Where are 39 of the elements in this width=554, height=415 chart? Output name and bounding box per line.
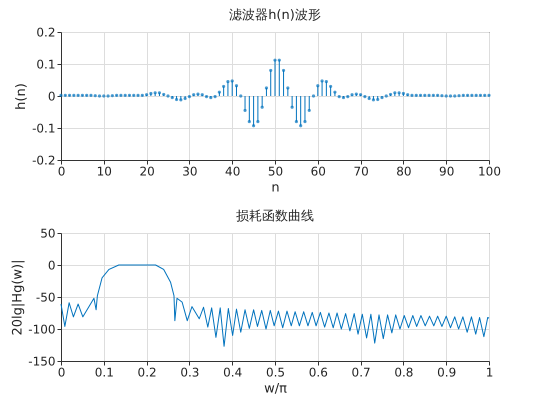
x-tick-label: 100: [478, 164, 501, 178]
y-tick-label: -150: [28, 354, 56, 368]
y-tick-label: 0: [48, 90, 56, 104]
x-tick-label: 0.1: [94, 366, 114, 380]
line-series: [60, 264, 490, 347]
x-tick-label: 0.3: [180, 366, 200, 380]
x-tick-label: 20: [139, 164, 155, 178]
x-tick-label: 40: [225, 164, 240, 178]
x-tick-label: 0.7: [352, 366, 371, 380]
y-tick-label: -0.2: [32, 154, 56, 168]
chart-title: 滤波器h(n)波形: [229, 8, 321, 23]
x-tick-label: 0: [58, 164, 66, 178]
x-tick-label: 10: [96, 164, 112, 178]
x-tick-label: 0.9: [437, 366, 456, 380]
y-tick-label: 0.1: [36, 58, 56, 72]
x-tick-label: 50: [268, 164, 284, 178]
y-tick-label: -50: [36, 290, 56, 304]
x-tick-label: 60: [310, 164, 326, 178]
x-axis-title: n: [271, 180, 280, 196]
x-tick-label: 0.4: [223, 366, 242, 380]
x-tick-label: 0.5: [266, 366, 286, 380]
x-axis-title: w/π: [264, 382, 288, 396]
x-tick-label: 0: [58, 366, 66, 380]
y-tick-label: 50: [40, 226, 56, 240]
y-tick-label: 0.2: [36, 26, 56, 40]
x-tick-label: 1: [486, 366, 494, 380]
x-tick-label: 0.6: [308, 366, 328, 380]
y-tick-label: -0.1: [32, 122, 56, 136]
x-tick-label: 80: [396, 164, 412, 178]
y-tick-label: -100: [28, 322, 56, 336]
chart-title: 损耗函数曲线: [236, 209, 314, 224]
y-axis-title: 20lg|Hg(w)|: [10, 260, 26, 336]
y-tick-label: 0: [48, 258, 56, 272]
x-tick-label: 90: [439, 164, 454, 178]
x-tick-label: 30: [182, 164, 198, 178]
y-axis-title: h(n): [14, 83, 30, 110]
x-tick-label: 0.2: [138, 366, 157, 380]
x-tick-label: 0.8: [394, 366, 414, 380]
x-tick-label: 70: [353, 164, 369, 178]
